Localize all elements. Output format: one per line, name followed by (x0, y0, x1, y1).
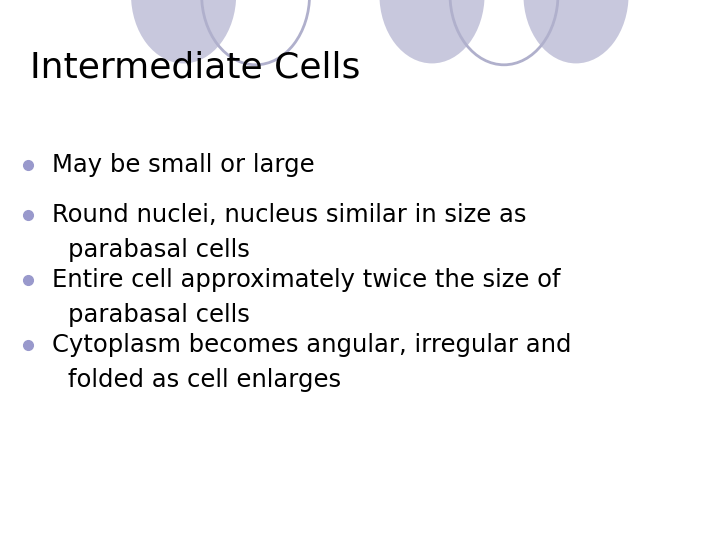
Ellipse shape (378, 0, 486, 65)
Text: Intermediate Cells: Intermediate Cells (30, 51, 361, 85)
Text: Entire cell approximately twice the size of: Entire cell approximately twice the size… (52, 268, 560, 292)
Text: May be small or large: May be small or large (52, 153, 315, 177)
Ellipse shape (522, 0, 630, 65)
Text: folded as cell enlarges: folded as cell enlarges (68, 368, 341, 392)
Text: Cytoplasm becomes angular, irregular and: Cytoplasm becomes angular, irregular and (52, 333, 572, 357)
Ellipse shape (130, 0, 238, 65)
Text: parabasal cells: parabasal cells (68, 238, 250, 262)
Text: parabasal cells: parabasal cells (68, 303, 250, 327)
Text: Round nuclei, nucleus similar in size as: Round nuclei, nucleus similar in size as (52, 203, 526, 227)
